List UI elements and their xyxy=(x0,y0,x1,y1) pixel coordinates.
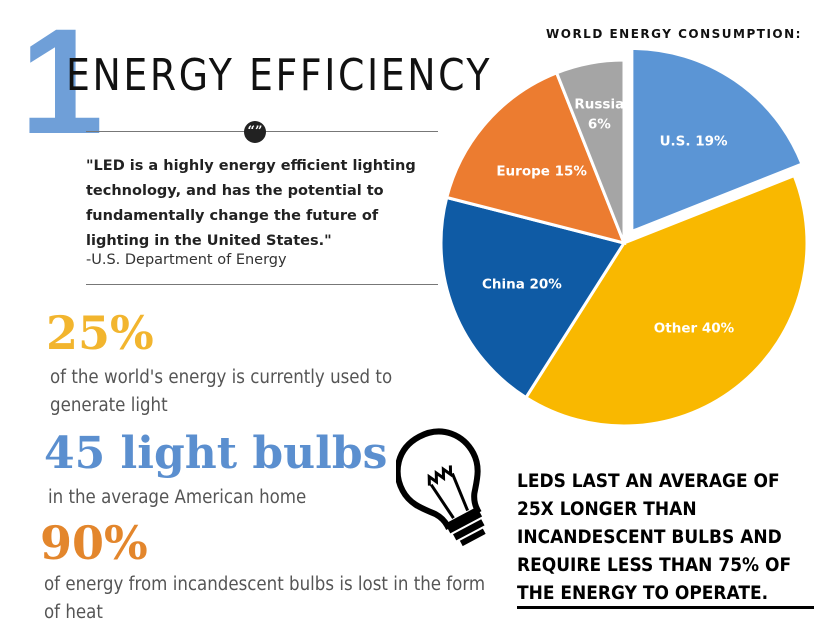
pie-label-russia: Russia 6% xyxy=(574,97,624,133)
quote-source: -U.S. Department of Energy xyxy=(86,252,287,268)
chart-title: WORLD ENERGY CONSUMPTION: xyxy=(546,27,802,41)
pie-slice-europe xyxy=(444,70,627,246)
pie-label-other: Other 40% xyxy=(654,321,735,337)
pie-label-us: U.S. 19% xyxy=(660,134,728,150)
pie-slice-russia xyxy=(554,58,626,244)
quote-bottom-divider xyxy=(86,284,438,285)
stat-world-energy-value: 25% xyxy=(46,306,154,360)
energy-consumption-pie-chart: U.S. 19% Other 40% China 20% Europe 15% Russ… xyxy=(439,46,809,428)
pie-label-china: China 20% xyxy=(482,276,562,292)
stat-light-bulbs-value: 45 light bulbs xyxy=(44,428,388,479)
stat-heat-loss-description: of energy from incandescent bulbs is los… xyxy=(44,574,486,623)
pie-slice-other xyxy=(523,173,809,428)
light-bulb-icon xyxy=(396,428,486,547)
quote-text: "LED is a highly energy efficient lighti… xyxy=(86,158,416,249)
page-title: ENERGY EFFICIENCY xyxy=(66,50,493,101)
stat-world-energy-description: of the world's energy is currently used … xyxy=(50,367,393,416)
pie-slice-us xyxy=(630,46,804,234)
pie-slice-china xyxy=(439,195,627,400)
stat-light-bulbs-description: in the average American home xyxy=(48,487,307,508)
led-fact-underline xyxy=(517,606,814,609)
quote-mark-icon: “” xyxy=(244,121,266,143)
stat-heat-loss-value: 90% xyxy=(40,516,148,570)
led-fact-text: LEDS LAST AN AVERAGE OF 25X LONGER THAN … xyxy=(517,471,792,604)
pie-label-europe: Europe 15% xyxy=(496,163,587,179)
